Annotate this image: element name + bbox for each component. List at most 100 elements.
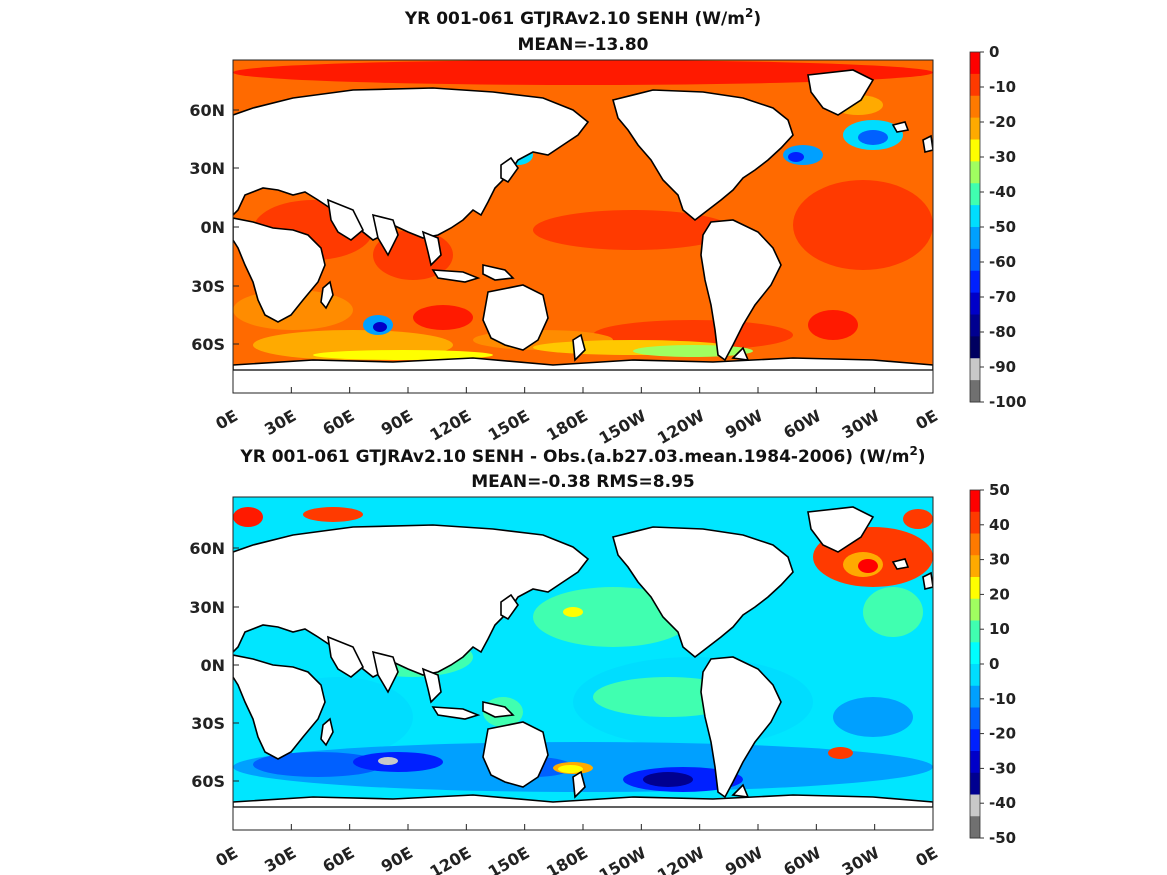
field-contour (313, 350, 493, 360)
colorbar-label: -30 (989, 148, 1016, 166)
lon-tick-label: 120E (426, 843, 474, 875)
colorbar-label: 0 (989, 655, 999, 673)
colorbar-swatch (970, 772, 980, 795)
field-contour (373, 322, 387, 332)
lon-tick-label: 0E (912, 843, 941, 870)
colorbar-swatch (970, 52, 980, 75)
colorbar-label: -60 (989, 253, 1016, 271)
field-contour (563, 607, 583, 617)
lon-tick-label: 150W (596, 843, 650, 875)
lon-tick-label: 30E (261, 843, 299, 875)
field-contour (233, 60, 933, 85)
colorbar-swatch (970, 161, 980, 184)
lat-tick-label: 0N (200, 218, 225, 237)
colorbar-swatch (970, 816, 980, 839)
colorbar-swatch (970, 577, 980, 600)
colorbar-swatch (970, 685, 980, 708)
colorbar-swatch (970, 270, 980, 294)
lon-tick-label: 90W (722, 406, 766, 443)
lat-tick-label: 30N (189, 598, 225, 617)
colorbar-label: 0 (989, 43, 999, 61)
panel-title-superscript: 2 (909, 444, 917, 458)
colorbar-label: -50 (989, 218, 1016, 236)
lon-tick-label: 150W (596, 406, 650, 448)
colorbar-swatch (970, 139, 980, 162)
colorbar-label: 40 (989, 516, 1010, 534)
panel-title-end: ) (918, 447, 926, 467)
field-contour (413, 305, 473, 330)
colorbar-swatch (970, 511, 980, 534)
colorbar-label: -70 (989, 288, 1016, 306)
field-contour (558, 765, 583, 773)
field-contour (253, 752, 383, 777)
lon-tick-label: 60E (319, 843, 357, 875)
colorbar-swatch (970, 248, 980, 272)
colorbar-label: -20 (989, 725, 1016, 743)
lon-tick-label: 120E (426, 406, 474, 445)
colorbar-swatch (970, 358, 980, 381)
lat-tick-label: 60S (191, 772, 225, 791)
no-data-band (233, 370, 933, 393)
colorbar-label: 50 (989, 481, 1010, 499)
lat-tick-label: 60N (189, 539, 225, 558)
field-contour (828, 747, 853, 759)
lat-tick-label: 30S (191, 714, 225, 733)
colorbar-swatch (970, 794, 980, 817)
colorbar-swatch (970, 620, 980, 643)
lon-tick-label: 0E (212, 843, 241, 870)
lon-tick-label: 150E (485, 843, 533, 875)
colorbar-label: 30 (989, 551, 1010, 569)
field-contour (533, 210, 733, 250)
lon-tick-label: 30W (839, 406, 883, 443)
colorbar-swatch (970, 533, 980, 556)
map-panel (233, 497, 933, 830)
field-contour (353, 752, 443, 772)
field-contour (788, 152, 804, 162)
field-contour (833, 697, 913, 737)
lon-tick-label: 180E (543, 843, 591, 875)
map-panel (233, 60, 933, 393)
field-contour (533, 587, 693, 647)
lon-tick-label: 60E (319, 406, 357, 439)
lat-tick-label: 30N (189, 159, 225, 178)
lon-tick-label: 30E (261, 406, 299, 439)
colorbar-label: 20 (989, 585, 1010, 603)
colorbar-swatch (970, 707, 980, 730)
lat-tick-label: 60N (189, 101, 225, 120)
colorbar-swatch (970, 664, 980, 687)
panel-title-superscript: 2 (745, 6, 753, 20)
lon-tick-label: 0E (912, 406, 941, 433)
field-contour (863, 587, 923, 637)
colorbar-label: -10 (989, 78, 1016, 96)
colorbar-swatch (970, 555, 980, 578)
field-contour (858, 130, 888, 145)
colorbar-swatch (970, 73, 980, 97)
lon-tick-label: 180E (543, 406, 591, 445)
colorbar-label: -20 (989, 113, 1016, 131)
lat-tick-label: 0N (200, 656, 225, 675)
colorbar-swatch (970, 117, 980, 140)
panel-subtitle: MEAN=-13.80 (518, 35, 649, 55)
field-contour (793, 180, 933, 270)
field-contour (858, 559, 878, 573)
colorbar-label: -80 (989, 323, 1016, 341)
lon-tick-label: 30W (839, 843, 883, 875)
colorbar-swatch (970, 314, 980, 337)
colorbar-label: -30 (989, 759, 1016, 777)
panel-title-end: ) (753, 9, 761, 29)
colorbar-swatch (970, 205, 980, 228)
panel-title: YR 001-061 GTJRAv2.10 SENH (W/m2) (404, 6, 761, 29)
colorbar-swatch (970, 227, 980, 250)
panel-title: YR 001-061 GTJRAv2.10 SENH - Obs.(a.b27.… (239, 444, 925, 467)
colorbar-label: -40 (989, 794, 1016, 812)
field-contour (808, 310, 858, 340)
lon-tick-label: 0E (212, 406, 241, 433)
lon-tick-label: 120W (654, 406, 708, 448)
panel-title-main: YR 001-061 GTJRAv2.10 SENH - Obs.(a.b27.… (239, 447, 909, 467)
field-contour (303, 507, 363, 522)
no-data-band (233, 807, 933, 830)
colorbar-label: 10 (989, 620, 1010, 638)
colorbar-label: -50 (989, 829, 1016, 847)
lon-tick-label: 150E (485, 406, 533, 445)
